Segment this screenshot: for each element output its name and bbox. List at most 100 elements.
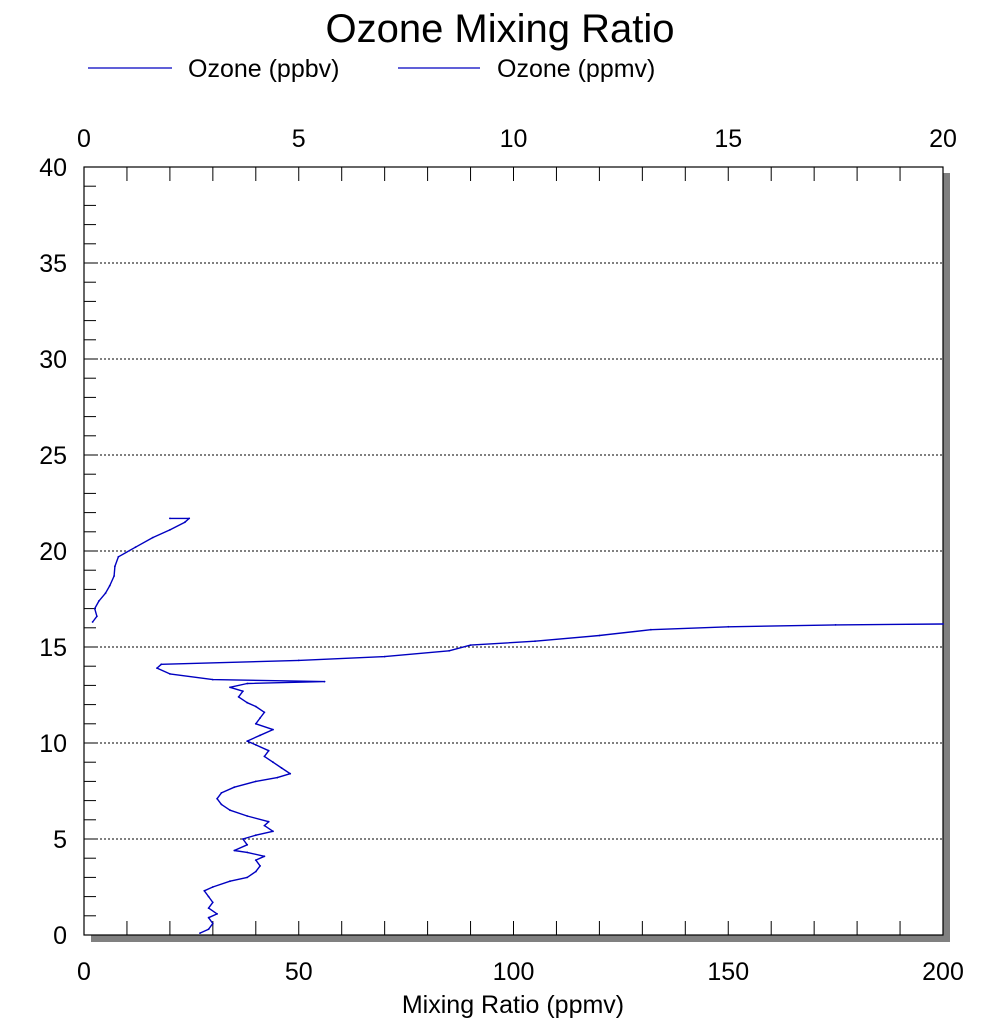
series-1-point-10	[151, 536, 154, 539]
x-top-tick-label-0: 0	[77, 125, 91, 153]
series-0-point-42	[259, 717, 261, 719]
series-0-point-60	[598, 634, 601, 637]
series-0-point-52	[169, 673, 171, 675]
series-0-point-38	[246, 740, 249, 742]
series-0-point-48	[229, 686, 231, 689]
series-0-point-37	[254, 744, 257, 746]
x-bottom-tick-label-4: 200	[922, 958, 964, 986]
series-0-point-46	[237, 696, 240, 698]
series-1-point-5	[108, 584, 111, 587]
series-1-point-11	[169, 529, 171, 531]
x-bottom-tick-label-3: 150	[707, 958, 749, 986]
frame-shadow-right	[943, 173, 950, 942]
y-tick-label-8: 40	[39, 154, 67, 182]
series-0-point-21	[272, 830, 274, 833]
series-0-point-62	[727, 625, 730, 628]
y-tick-label-4: 20	[39, 538, 67, 566]
series-0-point-50	[323, 680, 326, 683]
series-0-point-47	[242, 690, 244, 693]
series-0-point-57	[448, 649, 450, 652]
series-0-point-49	[246, 682, 249, 685]
series-0-point-44	[254, 705, 257, 708]
series-0-point-26	[220, 803, 223, 806]
series-0-point-45	[246, 701, 249, 704]
series-0-point-23	[267, 820, 270, 823]
chart-title: Ozone Mixing Ratio	[325, 7, 674, 51]
series-0-point-0	[199, 932, 201, 934]
series-0-point-51	[211, 678, 214, 681]
series-0-point-55	[297, 659, 300, 662]
series-0-point-14	[254, 859, 257, 861]
series-0-point-35	[263, 755, 266, 758]
series-0-point-32	[289, 772, 292, 775]
series-0-point-58	[469, 644, 472, 646]
series-0-point-54	[160, 663, 163, 666]
frame-shadow-bottom	[91, 935, 950, 942]
series-0-point-41	[254, 722, 257, 725]
series-0-point-11	[246, 876, 249, 879]
series-0-point-53	[156, 667, 158, 669]
legend: Ozone (ppbv) Ozone (ppmv)	[88, 55, 655, 83]
series-1-point-8	[117, 555, 120, 558]
series-0-point-63	[834, 624, 837, 626]
series-0-point-13	[259, 865, 261, 867]
plot-area: 0 5 10 15 20 25 30 35 40 0 50 100 150 200 0 5 10 15 20	[39, 125, 964, 986]
series-1-point-6	[113, 575, 115, 577]
series-0-point-27	[216, 797, 219, 800]
series-1-point-14	[169, 517, 171, 520]
y-tick-label-6: 30	[39, 346, 67, 374]
series-0-point-29	[233, 786, 236, 789]
series-1-point-13	[188, 517, 191, 520]
y-tick-label-1: 5	[53, 826, 67, 854]
series-0-point-30	[254, 780, 257, 783]
series-0-point-39	[259, 734, 261, 737]
series-1-point-9	[134, 546, 137, 549]
series-0-point-16	[246, 851, 249, 854]
series-0-point-33	[280, 767, 283, 769]
series-0-point-18	[246, 843, 249, 846]
legend-label-0: Ozone (ppbv)	[188, 55, 339, 83]
series-0-point-43	[263, 711, 266, 714]
series-0-point-17	[233, 849, 236, 852]
series-0-point-8	[203, 889, 206, 892]
y-tick-label-7: 35	[39, 250, 67, 278]
series-0-point-25	[229, 809, 231, 812]
series-0-point-59	[534, 640, 536, 643]
x-bottom-tick-label-0: 0	[77, 958, 91, 986]
series-0-point-6	[211, 901, 214, 904]
series-0-point-31	[276, 776, 279, 779]
series-1-point-1	[96, 615, 98, 618]
series-0-point-61	[650, 628, 652, 631]
series-1-point-7	[114, 565, 116, 568]
y-tick-label-5: 25	[39, 442, 67, 470]
series-0-point-3	[207, 916, 210, 919]
series-1-point-12	[184, 521, 186, 524]
series-0-point-10	[229, 880, 231, 883]
x-bottom-tick-label-1: 50	[285, 958, 313, 986]
series-0-point-4	[216, 913, 219, 915]
series-0-point-5	[207, 907, 210, 909]
series-0-point-15	[263, 855, 266, 858]
x-top-tick-label-1: 5	[292, 125, 306, 153]
series-0-point-1	[207, 928, 210, 931]
x-axis-label: Mixing Ratio (ppmv)	[402, 991, 624, 1019]
y-tick-label-0: 0	[53, 922, 67, 950]
series-1-point-0	[91, 621, 94, 623]
series-0-point-7	[207, 895, 210, 898]
series-0-point-56	[383, 655, 386, 658]
series-0-point-34	[272, 761, 274, 764]
x-bottom-tick-label-2: 100	[493, 958, 535, 986]
series-0-point-28	[220, 792, 223, 794]
series-0-point-24	[246, 815, 249, 817]
series-0-point-22	[263, 824, 266, 827]
series-0-point-64	[942, 623, 944, 625]
series-0-point-36	[267, 749, 270, 752]
y-tick-label-3: 15	[39, 634, 67, 662]
series-0-point-2	[211, 922, 214, 925]
series-0-point-40	[272, 728, 274, 731]
series-0-point-12	[254, 870, 257, 873]
series-0-point-20	[254, 834, 257, 837]
series-0-point-9	[211, 886, 214, 888]
x-top-tick-label-3: 15	[714, 125, 742, 153]
